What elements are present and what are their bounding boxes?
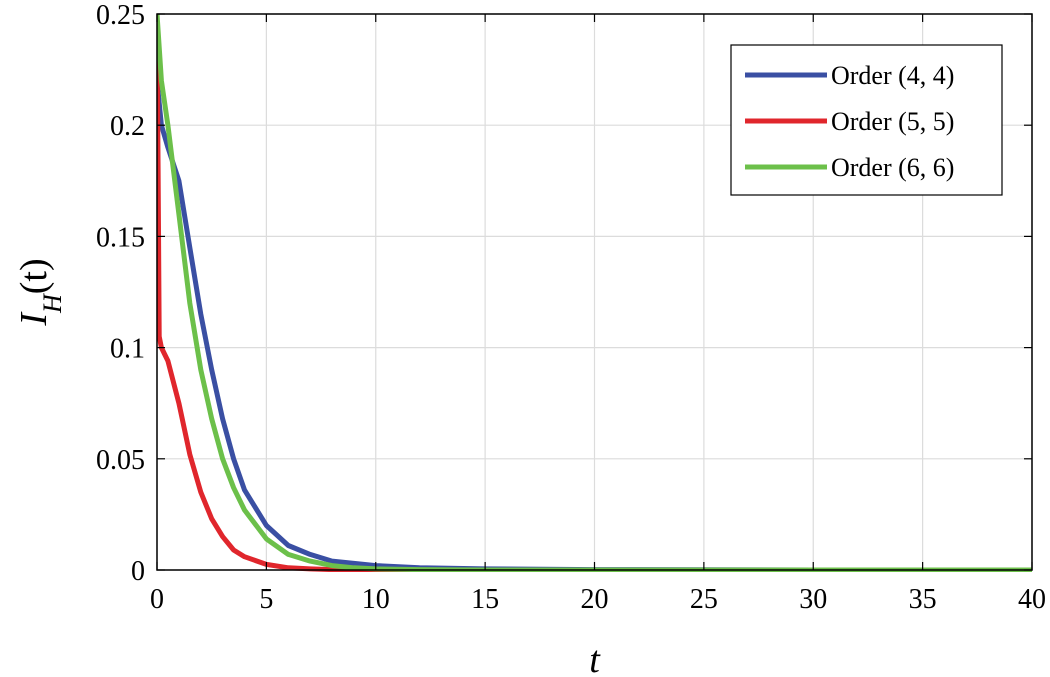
- x-tick-label: 15: [471, 584, 499, 615]
- y-tick-label: 0.05: [96, 445, 145, 476]
- x-tick-label: 35: [909, 584, 937, 615]
- x-tick-label: 10: [362, 584, 390, 615]
- axis-labels: t IH(t): [13, 258, 601, 677]
- legend-label: Order (5, 5): [831, 107, 954, 136]
- y-tick-label: 0.25: [96, 0, 145, 31]
- x-tick-label: 30: [799, 584, 827, 615]
- x-tick-label: 0: [150, 584, 164, 615]
- x-axis-title: t: [589, 639, 601, 677]
- y-tick-label: 0: [131, 556, 145, 587]
- x-tick-label: 40: [1018, 584, 1046, 615]
- y-tick-label: 0.15: [96, 222, 145, 253]
- legend: Order (4, 4) Order (5, 5) Order (6, 6): [730, 44, 1003, 196]
- x-tick-label: 20: [581, 584, 609, 615]
- legend-label: Order (6, 6): [831, 153, 954, 182]
- x-tick-label: 5: [259, 584, 273, 615]
- y-axis-title-main: I: [13, 311, 55, 327]
- y-tick-label: 0.2: [110, 111, 145, 142]
- y-tick-label: 0.1: [110, 334, 145, 365]
- legend-label: Order (4, 4): [831, 61, 954, 90]
- y-axis-title-arg: (t): [13, 258, 55, 294]
- y-axis-title: IH(t): [13, 258, 67, 326]
- y-axis-title-subscript: H: [38, 293, 67, 314]
- ticks: 0 5 10 15 20 25 30 35 40 0 0.05 0.1 0.15 0.2 0.25: [96, 0, 1046, 615]
- x-tick-label: 25: [690, 584, 718, 615]
